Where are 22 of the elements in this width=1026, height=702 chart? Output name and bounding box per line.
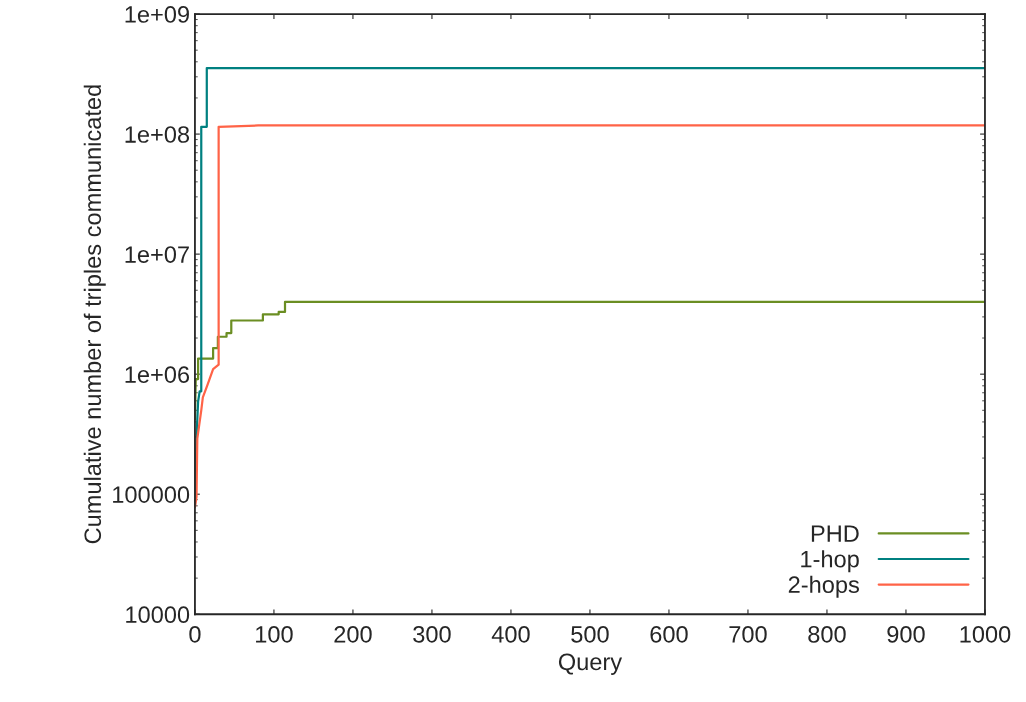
x-tick-label: 800	[808, 625, 846, 643]
x-tick-label: 1000	[960, 625, 1011, 643]
y-tick-label: 100000	[113, 486, 190, 503]
y-axis-title: Cumulative number of triples communicated	[83, 85, 106, 544]
y-tick-label: 1e+07	[125, 246, 189, 263]
y-tick-label: 1e+06	[125, 366, 190, 383]
y-tick-label: 1e+08	[125, 126, 190, 143]
x-axis-title: Query	[558, 653, 623, 675]
x-tick-label: 900	[887, 625, 925, 643]
x-tick-label: 100	[256, 625, 293, 643]
x-tick-label: 0	[189, 625, 201, 643]
legend-label: 1-hop	[801, 550, 859, 573]
y-tick-label: 1e+09	[125, 6, 189, 23]
x-tick-label: 300	[413, 625, 451, 643]
legend-label: PHD	[811, 525, 859, 542]
y-tick-label: 10000	[126, 606, 190, 624]
x-tick-label: 600	[650, 625, 688, 643]
x-tick-label: 400	[491, 625, 530, 643]
x-tick-label: 700	[729, 625, 767, 643]
x-tick-label: 500	[571, 625, 609, 643]
legend-label: 2-hops	[788, 575, 859, 598]
x-tick-label: 200	[334, 625, 372, 643]
